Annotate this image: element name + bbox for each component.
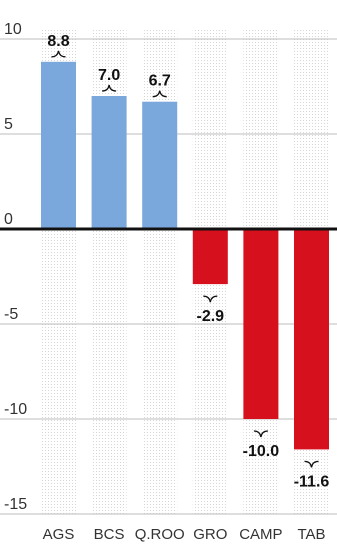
value-labels: 8.8 7.0 6.7 -2.9 -10.0 -11.6 <box>47 33 329 491</box>
y-tick-label: -10 <box>4 401 27 418</box>
bar-tab <box>294 229 329 450</box>
column-backgrounds <box>41 29 329 514</box>
value-label: 7.0 <box>98 67 120 84</box>
category-labels: AGS BCS Q.ROO GRO CAMP TAB <box>43 526 326 543</box>
y-tick-label: -15 <box>4 496 27 513</box>
category-label: GRO <box>193 526 227 543</box>
y-tick-label: 0 <box>4 211 13 228</box>
bar-bcs <box>91 96 127 229</box>
category-label: BCS <box>94 526 125 543</box>
bar-gro <box>192 229 228 285</box>
category-label: AGS <box>43 526 75 543</box>
label-brace <box>253 430 268 438</box>
value-label: -10.0 <box>243 443 280 460</box>
bar-q-roo <box>142 101 178 229</box>
value-label: 6.7 <box>149 73 171 90</box>
bar-ags <box>41 61 76 229</box>
y-tick-labels: 10 5 0 -5 -10 -15 <box>4 21 27 513</box>
value-label: -2.9 <box>197 308 225 325</box>
y-tick-label: 5 <box>4 116 13 133</box>
category-label: CAMP <box>239 526 282 543</box>
y-tick-label: -5 <box>4 306 18 323</box>
label-brace <box>102 84 117 92</box>
label-brace <box>304 460 319 468</box>
label-brace <box>51 50 66 58</box>
label-brace <box>203 295 218 303</box>
value-label: 8.8 <box>47 33 69 50</box>
category-label: Q.ROO <box>135 526 185 543</box>
value-label: -11.6 <box>294 473 330 490</box>
bars <box>41 61 329 450</box>
category-label: TAB <box>297 526 325 543</box>
label-brace <box>152 90 167 98</box>
bar-camp <box>243 229 279 419</box>
y-tick-label: 10 <box>4 21 22 38</box>
